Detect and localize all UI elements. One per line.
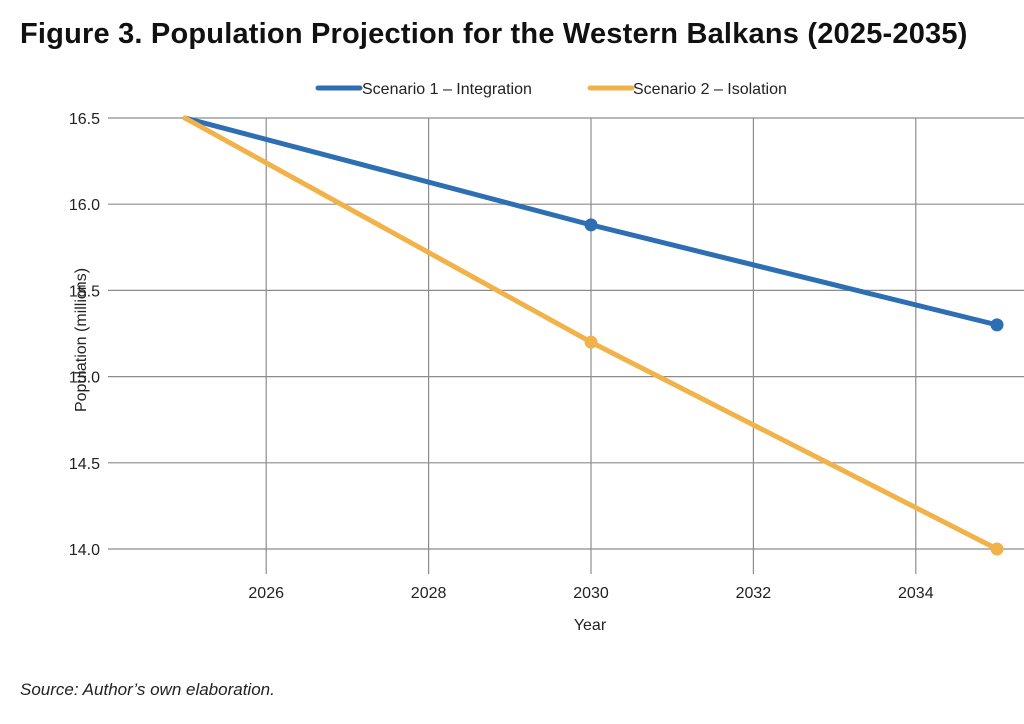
legend-label-1: Scenario 1 – Integration [362, 81, 532, 98]
x-tick-label: 2032 [736, 585, 772, 602]
gridlines [108, 117, 1024, 574]
y-tick-label: 16.5 [69, 111, 100, 128]
y-tick-label: 16.0 [69, 197, 100, 214]
data-point [990, 542, 1004, 556]
source-note: Source: Author’s own elaboration. [20, 680, 275, 699]
x-tick-label: 2030 [573, 585, 609, 602]
x-axis-label: Year [574, 617, 607, 634]
y-tick-label: 14.0 [69, 542, 100, 559]
x-tick-label: 2026 [248, 585, 284, 602]
series-lines [182, 115, 1004, 556]
x-tick-labels: 2026 2028 2030 2032 2034 [248, 585, 933, 602]
figure-title: Figure 3. Population Projection for the … [20, 18, 968, 50]
legend: Scenario 1 – Integration Scenario 2 – Iso… [315, 81, 787, 98]
legend-label-2: Scenario 2 – Isolation [633, 81, 787, 98]
x-tick-label: 2028 [411, 585, 447, 602]
data-point [990, 318, 1004, 332]
data-point [584, 218, 598, 232]
y-axis-label: Population (millions) [73, 268, 90, 412]
y-tick-labels: 14.0 14.5 15.0 15.5 16.0 16.5 [69, 111, 100, 559]
y-tick-label: 15.5 [69, 283, 100, 300]
x-tick-label: 2034 [898, 585, 934, 602]
data-point [584, 335, 598, 349]
y-tick-label: 14.5 [69, 456, 100, 473]
y-tick-label: 15.0 [69, 370, 100, 387]
